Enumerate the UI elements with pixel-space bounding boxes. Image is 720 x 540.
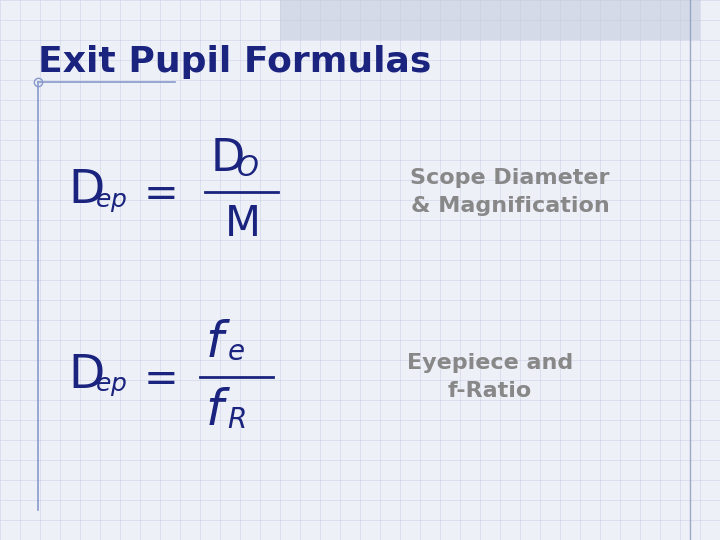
Text: $\mathit{O}$: $\mathit{O}$: [236, 154, 258, 181]
Text: $\mathit{f}$: $\mathit{f}$: [205, 318, 231, 368]
Text: $\mathit{R}$: $\mathit{R}$: [227, 408, 246, 435]
Text: $=$: $=$: [135, 171, 176, 213]
Text: Exit Pupil Formulas: Exit Pupil Formulas: [38, 45, 431, 79]
Text: $\mathrm{D}$: $\mathrm{D}$: [210, 137, 243, 180]
Text: $\mathrm{M}$: $\mathrm{M}$: [224, 203, 258, 245]
Text: $\mathit{ep}$: $\mathit{ep}$: [95, 375, 127, 399]
Text: Scope Diameter
& Magnification: Scope Diameter & Magnification: [410, 168, 610, 216]
Text: Eyepiece and
f-Ratio: Eyepiece and f-Ratio: [407, 353, 573, 401]
Text: $\mathit{e}$: $\mathit{e}$: [227, 340, 245, 367]
Text: $\mathit{ep}$: $\mathit{ep}$: [95, 191, 127, 213]
Text: $=$: $=$: [135, 356, 176, 398]
Text: $\mathit{f}$: $\mathit{f}$: [205, 386, 231, 436]
Text: $\mathrm{D}$: $\mathrm{D}$: [68, 353, 104, 397]
Text: $\mathrm{D}$: $\mathrm{D}$: [68, 167, 104, 213]
Bar: [280, 0, 700, 40]
